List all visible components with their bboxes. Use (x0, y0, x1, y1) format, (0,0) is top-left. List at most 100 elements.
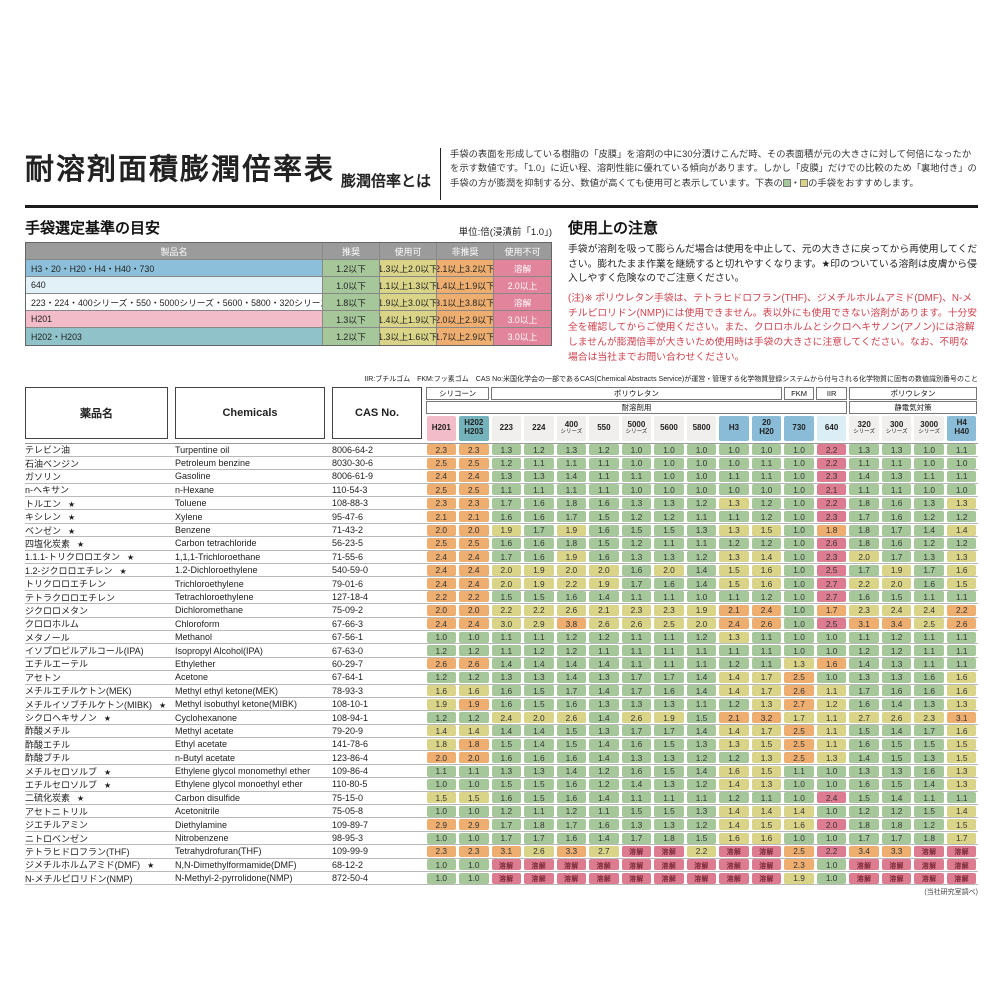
value-cell: 1.3 (654, 819, 684, 831)
value-cell: 1.3 (556, 444, 587, 456)
value-cell: 1.4 (459, 725, 489, 737)
value-cell: 1.4 (784, 805, 814, 817)
product-column-chip: H202 H203 (459, 415, 489, 441)
criteria-header-row: 製品名 推奨 使用可 非推奨 使用不可 (26, 243, 551, 260)
criteria-not-recommended: 1.4以上1.9以下 (437, 277, 494, 294)
value-cell: 1.1 (946, 645, 977, 657)
value-cell: 1.5 (491, 738, 522, 750)
value-cell: 1.7 (621, 685, 652, 697)
value-cell: 1.6 (751, 564, 782, 576)
cas-number-cell: 75-15-0 (332, 792, 364, 803)
value-cell: 1.0 (946, 457, 977, 469)
value-cell: 2.3 (459, 497, 489, 509)
value-cell: 1.1 (719, 470, 749, 482)
page-title: 耐溶剤面積膨潤倍率表 (25, 154, 336, 186)
value-cell: 1.5 (556, 725, 587, 737)
value-cell: 1.7 (654, 725, 684, 737)
chemical-english-cell: Methyl acetate (175, 725, 234, 736)
value-cell: 3.1 (849, 618, 879, 630)
chemical-name-cell: クロロホルム (25, 619, 79, 630)
criteria-not-recommended: 2.1以上3.2以下 (437, 260, 494, 277)
product-column-chip: 5800 (686, 415, 717, 441)
value-cell: 1.5 (881, 591, 912, 603)
chemical-english-cell: Nitrobenzene (175, 833, 229, 844)
value-cell: 1.1 (914, 658, 944, 670)
product-column-chip: 5000 シリーズ (621, 415, 652, 441)
chemical-name-cell: アセトン (25, 672, 61, 683)
value-cell: 2.2 (816, 444, 847, 456)
product-column-chip: 224 (524, 415, 554, 441)
chemical-name-cell: イソプロピルアルコール(IPA) (25, 646, 144, 657)
value-cell: 2.9 (524, 618, 554, 630)
value-cell: 3.8 (556, 618, 587, 630)
value-cell: 1.1 (589, 484, 619, 496)
value-cell: 1.2 (881, 805, 912, 817)
value-cell: 2.2 (459, 591, 489, 603)
cas-number-cell: 109-89-7 (332, 819, 369, 830)
value-cell: 1.6 (524, 537, 554, 549)
value-cell: 1.7 (881, 832, 912, 844)
table-row: 石油ベンジン Petroleum benzine 8030-30-6 2.5 2.5 1.… (25, 457, 978, 471)
cas-number-cell: 108-94-1 (332, 712, 369, 723)
value-cell: 2.3 (459, 444, 489, 456)
table-row: テトラクロロエチレン Tetrachloroethylene 127-18-4 2.2… (25, 591, 978, 605)
chemical-english-cell: Ethylene glycol monomethyl ether (175, 766, 311, 777)
table-row: n-ヘキサン n-Hexane 110-54-3 2.5 2.5 1.1 1.1 1.1 1.1… (25, 484, 978, 498)
value-cell: 1.6 (946, 671, 977, 683)
value-cell: 1.3 (719, 631, 749, 643)
value-cell: 1.6 (491, 752, 522, 764)
criteria-product-name: 640 (26, 277, 323, 294)
value-cell: 2.7 (784, 698, 814, 710)
value-cell: 1.3 (881, 470, 912, 482)
value-cell: 1.0 (654, 484, 684, 496)
value-cell: 2.0 (459, 524, 489, 536)
value-cell: 1.4 (719, 671, 749, 683)
value-cell: 1.1 (751, 470, 782, 482)
value-cell: 1.2 (556, 631, 587, 643)
value-cell: 1.5 (654, 765, 684, 777)
value-cell: 1.4 (589, 738, 619, 750)
value-cell: 1.6 (621, 738, 652, 750)
value-cell: 1.7 (491, 497, 522, 509)
value-cell: 溶解 (751, 859, 782, 871)
value-cell: 1.5 (556, 738, 587, 750)
value-cell: 1.9 (524, 578, 554, 590)
value-cell: 1.2 (491, 805, 522, 817)
value-cell: 1.3 (849, 765, 879, 777)
value-cell: 2.2 (816, 457, 847, 469)
value-cell: 1.9 (556, 551, 587, 563)
value-cell: 1.7 (491, 551, 522, 563)
chemical-name-cell: n-ヘキサン (25, 485, 70, 496)
middle-section: 手袋選定基準の目安 単位:倍(浸漬前「1.0」) 製品名 推奨 使用可 非推奨 使用不可… (25, 217, 978, 366)
criteria-recommended: 1.2以下 (323, 260, 380, 277)
product-column-chip: 300 シリーズ (881, 415, 912, 441)
value-cell: 1.1 (524, 484, 554, 496)
value-cell: 3.3 (556, 845, 587, 857)
value-cell: 1.4 (881, 698, 912, 710)
value-cell: 1.4 (881, 725, 912, 737)
value-cell: 2.2 (946, 604, 977, 616)
value-cell: 1.6 (751, 578, 782, 590)
chemical-english-cell: Gasoline (175, 471, 211, 482)
chemical-name-cell: キシレン ★ (25, 512, 76, 523)
value-cell: 1.4 (849, 658, 879, 670)
value-cell: 溶解 (621, 845, 652, 857)
value-cell: 2.0 (426, 604, 457, 616)
value-cell: 1.2 (426, 671, 457, 683)
value-cell: 2.2 (816, 845, 847, 857)
value-cell: 溶解 (914, 845, 944, 857)
chemical-name-cell: トリクロロエチレン (25, 579, 107, 590)
value-cell: 2.1 (719, 712, 749, 723)
value-cell: 2.6 (426, 658, 457, 670)
value-cell: 1.3 (589, 698, 619, 710)
value-cell: 1.0 (784, 832, 814, 844)
unit-note: 単位:倍(浸漬前「1.0」) (458, 227, 552, 238)
value-cell: 2.3 (816, 551, 847, 563)
value-cell: 2.4 (751, 604, 782, 616)
value-cell: 1.5 (719, 578, 749, 590)
glove-criteria-block: 手袋選定基準の目安 単位:倍(浸漬前「1.0」) 製品名 推奨 使用可 非推奨 使用不可… (25, 217, 552, 366)
value-cell: 溶解 (621, 859, 652, 871)
value-cell: 1.3 (719, 497, 749, 509)
value-cell: 溶解 (751, 872, 782, 884)
skin-hazard-star-icon: ★ (104, 780, 112, 790)
